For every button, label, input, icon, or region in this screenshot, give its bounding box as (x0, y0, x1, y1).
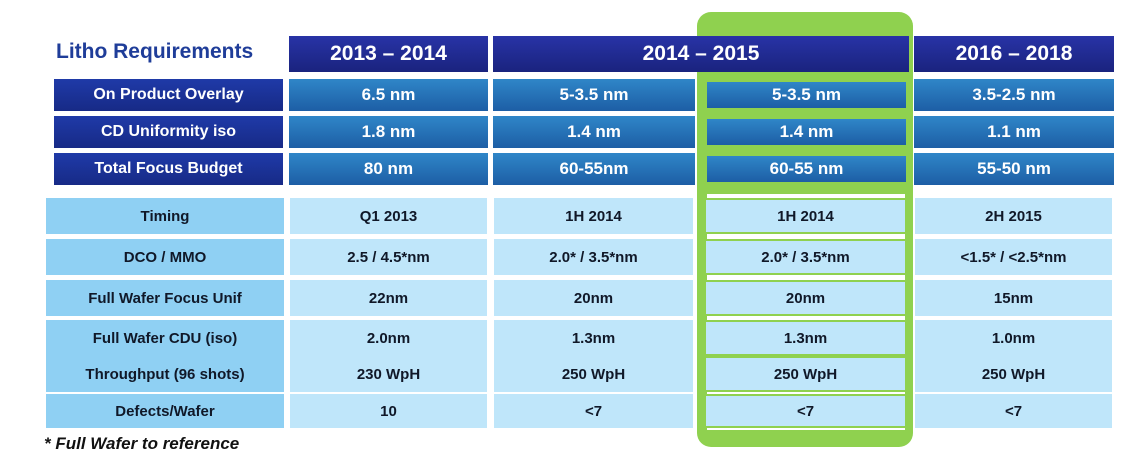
row-label-on-product-overlay: On Product Overlay (54, 79, 283, 111)
cell: <7 (494, 394, 693, 428)
cell: 3.5-2.5 nm (914, 79, 1114, 111)
row-label-dco-mmo: DCO / MMO (46, 239, 284, 275)
footnote: * Full Wafer to reference (44, 434, 240, 453)
cell: 55-50 nm (914, 153, 1114, 185)
cell: Q1 2013 (290, 198, 487, 234)
table-title: Litho Requirements (56, 40, 254, 63)
cell: 1H 2014 (494, 198, 693, 234)
cell: 5-3.5 nm (493, 79, 695, 111)
cell: 250 WpH (915, 356, 1112, 392)
cell-highlighted: 1.4 nm (704, 116, 909, 148)
cell: 1.1 nm (914, 116, 1114, 148)
cell: 1.8 nm (289, 116, 488, 148)
cell: 1.0nm (915, 320, 1112, 356)
row-label-full-wafer-cdu-iso: Full Wafer CDU (iso) (46, 320, 284, 356)
cell: 22nm (290, 280, 487, 316)
cell: 2.0nm (290, 320, 487, 356)
cell-highlighted: 1H 2014 (704, 198, 907, 234)
cell: <7 (915, 394, 1112, 428)
cell: 250 WpH (494, 356, 693, 392)
cell-highlighted: 60-55 nm (704, 153, 909, 185)
cell: 230 WpH (290, 356, 487, 392)
cell-highlighted: 250 WpH (704, 356, 907, 392)
cell: 2.5 / 4.5*nm (290, 239, 487, 275)
row-label-cd-uniformity-iso: CD Uniformity iso (54, 116, 283, 148)
year-header-2014-2015: 2014 – 2015 (493, 36, 909, 72)
cell: 60-55nm (493, 153, 695, 185)
row-label-full-wafer-focus-unif: Full Wafer Focus Unif (46, 280, 284, 316)
row-label-throughput-96-shots: Throughput (96 shots) (46, 356, 284, 392)
row-label-timing: Timing (46, 198, 284, 234)
cell: 10 (290, 394, 487, 428)
row-label-defects-wafer: Defects/Wafer (46, 394, 284, 428)
cell: 15nm (915, 280, 1112, 316)
cell: 80 nm (289, 153, 488, 185)
cell-highlighted: <7 (704, 394, 907, 428)
cell: 20nm (494, 280, 693, 316)
cell: 1.3nm (494, 320, 693, 356)
cell: 6.5 nm (289, 79, 488, 111)
cell-highlighted: 2.0* / 3.5*nm (704, 239, 907, 275)
cell-highlighted: 20nm (704, 280, 907, 316)
cell-highlighted: 1.3nm (704, 320, 907, 356)
year-header-2016-2018: 2016 – 2018 (914, 36, 1114, 72)
cell-highlighted: 5-3.5 nm (704, 79, 909, 111)
row-label-total-focus-budget: Total Focus Budget (54, 153, 283, 185)
cell: 1.4 nm (493, 116, 695, 148)
cell: <1.5* / <2.5*nm (915, 239, 1112, 275)
cell: 2.0* / 3.5*nm (494, 239, 693, 275)
year-header-2013-2014: 2013 – 2014 (289, 36, 488, 72)
cell: 2H 2015 (915, 198, 1112, 234)
